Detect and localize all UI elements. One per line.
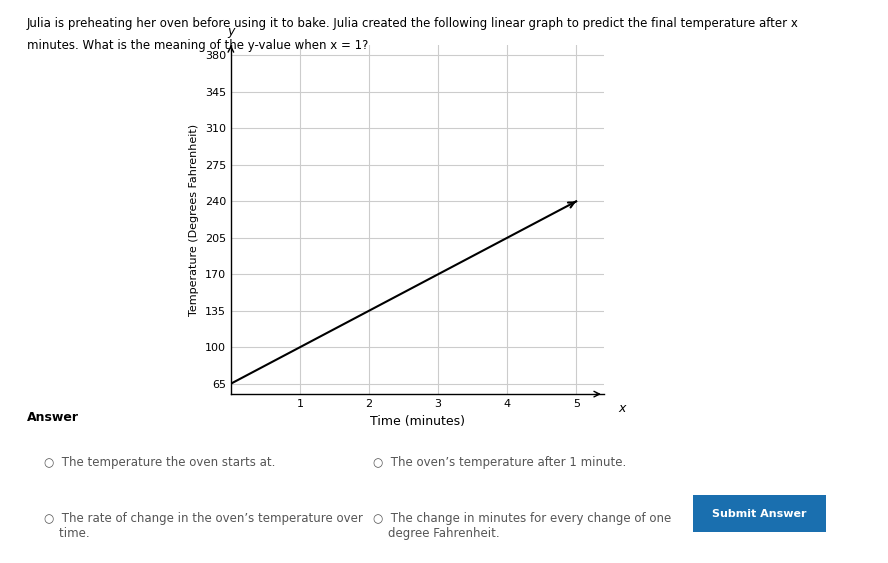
Y-axis label: Temperature (Degrees Fahrenheit): Temperature (Degrees Fahrenheit) (189, 123, 199, 316)
Text: Submit Answer: Submit Answer (712, 509, 806, 519)
Text: y: y (227, 25, 234, 38)
Text: ○  The temperature the oven starts at.: ○ The temperature the oven starts at. (44, 456, 276, 469)
Text: ○  The oven’s temperature after 1 minute.: ○ The oven’s temperature after 1 minute. (373, 456, 626, 469)
Text: ○  The rate of change in the oven’s temperature over
    time.: ○ The rate of change in the oven’s tempe… (44, 512, 363, 540)
X-axis label: Time (minutes): Time (minutes) (370, 414, 464, 427)
Text: Julia is preheating her oven before using it to bake. Julia created the followin: Julia is preheating her oven before usin… (27, 17, 798, 30)
Text: minutes. What is the meaning of the y-value when x = 1?: minutes. What is the meaning of the y-va… (27, 39, 368, 52)
Text: x: x (619, 401, 626, 414)
Text: Answer: Answer (27, 411, 79, 424)
Text: ○  The change in minutes for every change of one
    degree Fahrenheit.: ○ The change in minutes for every change… (373, 512, 671, 540)
